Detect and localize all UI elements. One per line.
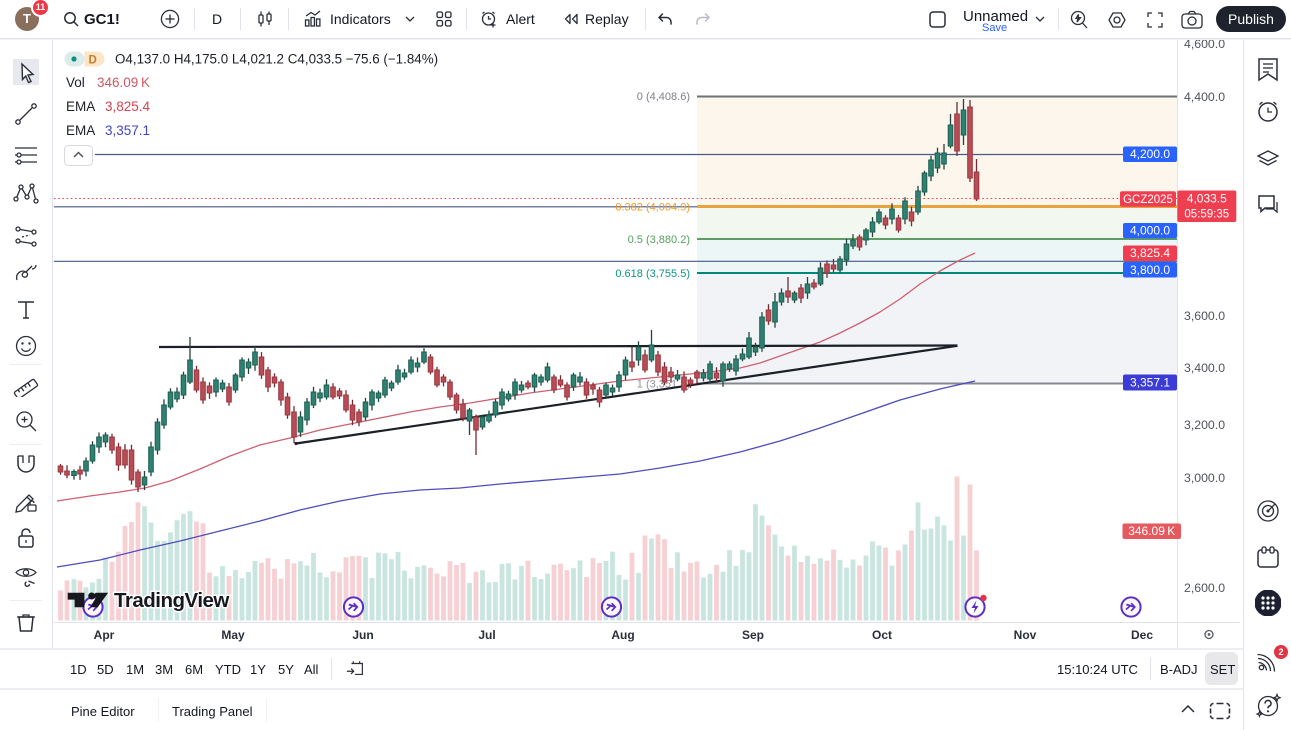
svg-text:Jun: Jun [352, 628, 373, 642]
svg-text:4,400.0: 4,400.0 [1184, 90, 1225, 104]
svg-text:3,825.4: 3,825.4 [1130, 246, 1170, 260]
svg-text:3,200.0: 3,200.0 [1184, 418, 1225, 432]
svg-text:Vol: Vol [66, 75, 85, 90]
svg-text:3,400.0: 3,400.0 [1184, 361, 1225, 375]
svg-text:Jul: Jul [478, 628, 495, 642]
svg-text:2,600.0: 2,600.0 [1184, 581, 1225, 595]
svg-text:3,800.0: 3,800.0 [1130, 263, 1170, 277]
svg-text:O4,137.0 H4,175.0 L4,021.2 C4,: O4,137.0 H4,175.0 L4,021.2 C4,033.5 −75.… [115, 52, 438, 67]
svg-text:D: D [89, 55, 97, 67]
svg-text:0.382 (4,004.9): 0.382 (4,004.9) [615, 202, 690, 214]
svg-text:0.618 (3,755.5): 0.618 (3,755.5) [615, 268, 690, 280]
svg-text:EMA: EMA [66, 99, 95, 114]
svg-text:GCZ2025: GCZ2025 [1123, 194, 1173, 206]
svg-text:TradingView: TradingView [114, 589, 229, 612]
svg-text:3,825.4: 3,825.4 [105, 99, 151, 114]
svg-text:Aug: Aug [611, 628, 634, 642]
svg-text:4,200.0: 4,200.0 [1130, 147, 1170, 161]
svg-text:05:59:35: 05:59:35 [1184, 209, 1229, 221]
svg-text:Oct: Oct [872, 628, 892, 642]
svg-text:May: May [221, 628, 245, 642]
svg-text:Dec: Dec [1131, 628, 1153, 642]
svg-text:0.5 (3,880.2): 0.5 (3,880.2) [628, 234, 690, 246]
svg-text:4,600.0: 4,600.0 [1184, 40, 1225, 51]
svg-text:4,000.0: 4,000.0 [1130, 224, 1170, 238]
svg-text:4,033.5: 4,033.5 [1187, 192, 1227, 206]
svg-text:EMA: EMA [66, 123, 95, 138]
svg-text:Apr: Apr [94, 628, 115, 642]
svg-text:346.09 K: 346.09 K [97, 75, 150, 90]
svg-text:Sep: Sep [742, 628, 764, 642]
svg-text:3,600.0: 3,600.0 [1184, 309, 1225, 323]
svg-text:3,000.0: 3,000.0 [1184, 471, 1225, 485]
svg-text:3,357.1: 3,357.1 [1130, 376, 1170, 390]
svg-text:3,357.1: 3,357.1 [105, 123, 150, 138]
svg-text:0 (4,408.6): 0 (4,408.6) [637, 91, 690, 103]
svg-text:346.09 K: 346.09 K [1128, 524, 1175, 538]
svg-text:Nov: Nov [1014, 628, 1037, 642]
